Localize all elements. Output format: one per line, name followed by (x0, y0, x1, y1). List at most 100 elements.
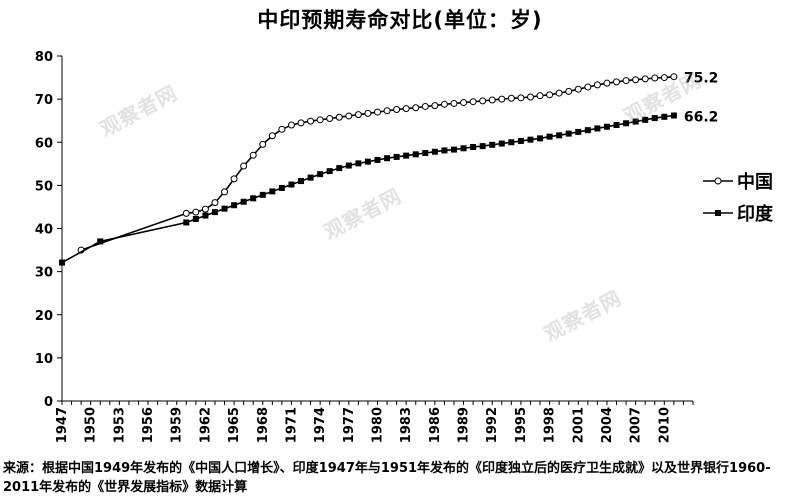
data-point (498, 95, 506, 103)
data-point (307, 174, 314, 181)
data-point (259, 140, 267, 148)
data-point (269, 188, 276, 195)
x-tick-label: 1947 (55, 407, 70, 443)
data-point (336, 165, 343, 172)
x-tick-label: 1977 (342, 407, 357, 443)
data-point (641, 75, 649, 83)
data-point (460, 145, 467, 152)
data-point (565, 87, 573, 95)
data-point (345, 162, 352, 169)
x-tick-label: 2001 (571, 407, 586, 443)
data-point (393, 153, 400, 160)
data-point (469, 98, 477, 106)
plot-area: 75.2 66.2 (59, 71, 718, 266)
data-point (574, 85, 582, 93)
y-tick-label: 0 (44, 395, 53, 410)
x-tick-label: 2004 (600, 407, 615, 443)
x-tick-label: 1983 (399, 407, 414, 443)
data-point (221, 188, 229, 196)
data-point (431, 102, 439, 110)
x-tick-label: 1953 (112, 407, 127, 443)
data-point (230, 175, 238, 183)
data-point (584, 83, 592, 91)
y-tick-label: 20 (35, 309, 53, 324)
data-point (660, 74, 668, 82)
data-point (354, 111, 362, 119)
data-point (632, 118, 639, 125)
data-point (613, 122, 620, 128)
x-tick-label: 1974 (313, 407, 328, 443)
x-tick-label: 1995 (514, 407, 529, 443)
data-point (317, 171, 324, 178)
data-point (192, 208, 200, 216)
data-point (240, 198, 247, 205)
data-point (603, 123, 610, 130)
legend-marker (714, 177, 722, 185)
data-point (603, 79, 611, 87)
data-point (374, 156, 381, 163)
data-point (182, 209, 190, 217)
data-point (593, 81, 601, 89)
data-point (498, 140, 505, 147)
y-tick-label: 40 (35, 223, 53, 238)
data-point (613, 78, 621, 86)
data-point (240, 162, 248, 170)
data-point (556, 132, 563, 139)
data-point (278, 125, 286, 133)
data-point (536, 92, 544, 100)
data-point (517, 94, 525, 102)
data-point (297, 119, 305, 127)
end-value-label: 66.2 (684, 110, 719, 126)
data-point (651, 74, 659, 82)
data-point (307, 117, 315, 125)
data-point (59, 259, 65, 266)
x-tick-label: 2007 (629, 407, 644, 443)
data-point (517, 137, 524, 144)
data-point (479, 143, 486, 150)
y-tick-label: 30 (35, 266, 53, 281)
data-point (670, 112, 677, 119)
x-axis-ticks: 1947 1950 1953 1956 1959 1962 1965 1968 1971 1974… (55, 401, 694, 443)
x-tick-label: 2010 (657, 407, 672, 443)
data-point (440, 100, 448, 108)
source-note: 来源：根据中国1949年发布的《中国人口增长》、印度1947年与1951年发布的… (3, 461, 771, 495)
data-point (374, 108, 381, 116)
data-point (632, 76, 640, 84)
data-point (211, 209, 218, 216)
x-tick-label: 1986 (428, 407, 443, 443)
data-point (278, 184, 285, 191)
x-tick-label: 1992 (485, 407, 500, 443)
y-tick-label: 50 (35, 179, 53, 194)
data-point (651, 115, 658, 122)
data-point (565, 130, 572, 137)
data-point (268, 132, 276, 140)
data-point (326, 168, 333, 175)
data-point (287, 121, 295, 129)
data-point (488, 96, 496, 104)
legend-marker (715, 210, 721, 216)
data-point (97, 238, 104, 245)
data-point (298, 178, 305, 185)
data-point (335, 113, 343, 121)
data-point (402, 105, 410, 113)
x-tick-label: 1971 (284, 407, 299, 443)
data-point (326, 115, 334, 123)
y-tick-label: 70 (35, 93, 53, 108)
data-point (288, 181, 295, 188)
data-point (460, 99, 468, 107)
data-point (355, 160, 362, 167)
data-point (345, 112, 353, 120)
chart-title: 中印预期寿命对比(单位：岁) (257, 8, 543, 32)
data-point (546, 91, 554, 99)
x-tick-label: 1956 (141, 407, 156, 443)
x-tick-label: 1989 (457, 407, 472, 443)
data-point (412, 104, 420, 112)
data-point (249, 151, 257, 159)
y-tick-label: 80 (35, 50, 53, 65)
data-point (403, 152, 410, 159)
x-tick-label: 1968 (256, 407, 271, 443)
data-point (231, 202, 238, 209)
data-point (192, 216, 199, 223)
data-point (412, 151, 419, 158)
